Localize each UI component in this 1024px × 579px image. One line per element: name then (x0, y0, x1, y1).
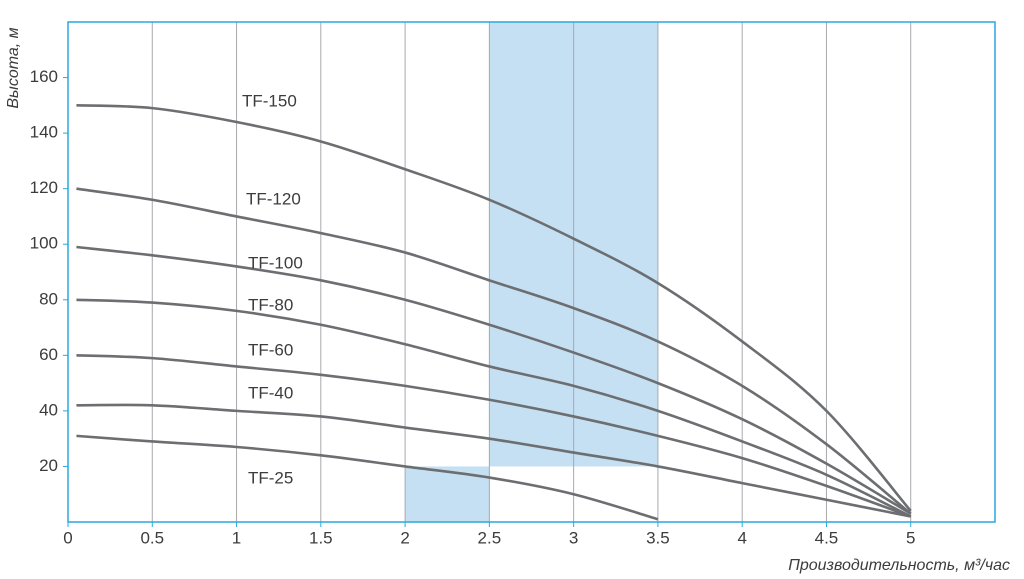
curve (76, 298, 912, 518)
curve (76, 245, 912, 515)
x-tick-label: 5 (906, 528, 915, 547)
y-tick-label: 140 (30, 123, 58, 142)
x-tick-label: 3 (569, 528, 578, 547)
curve (76, 187, 912, 515)
y-tick-label: 40 (39, 400, 58, 419)
y-axis-title: Высота, м (5, 27, 22, 108)
y-tick-label: 80 (39, 289, 58, 308)
x-tick-label: 0.5 (140, 528, 164, 547)
curve-label: TF-150 (242, 91, 297, 110)
plot-frame (67, 21, 996, 523)
curve-label: TF-120 (246, 189, 301, 208)
curve-label: TF-40 (248, 383, 293, 402)
x-tick-label: 1.5 (309, 528, 333, 547)
curve (76, 403, 911, 518)
x-tick-label: 2.5 (478, 528, 502, 547)
curve (76, 434, 659, 521)
curve-label: TF-60 (248, 340, 293, 359)
y-tick-label: 160 (30, 67, 58, 86)
curve (76, 354, 912, 518)
x-axis-title: Производительность, м³/час (788, 557, 1010, 574)
y-tick-label: 120 (30, 178, 58, 197)
x-tick-label: 3.5 (646, 528, 670, 547)
curve (76, 104, 912, 512)
x-tick-label: 2 (400, 528, 409, 547)
x-tick-label: 4 (737, 528, 746, 547)
x-tick-label: 0 (63, 528, 72, 547)
y-tick-label: 60 (39, 345, 58, 364)
curve-label: TF-25 (248, 468, 293, 487)
curve-label: TF-80 (248, 295, 293, 314)
x-tick-label: 1 (232, 528, 241, 547)
curve-label: TF-100 (248, 253, 303, 272)
y-tick-label: 100 (30, 234, 58, 253)
y-tick-label: 20 (39, 456, 58, 475)
x-tick-label: 4.5 (815, 528, 839, 547)
